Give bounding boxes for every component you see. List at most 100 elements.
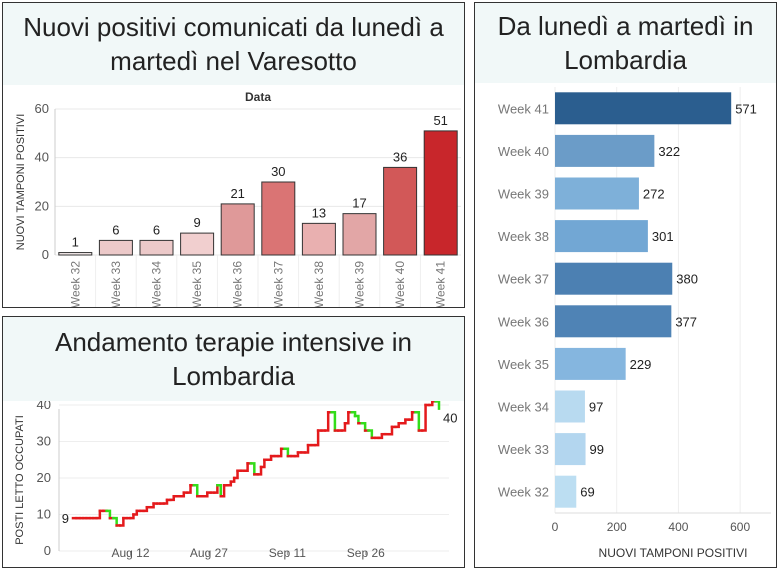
- bar: [220, 203, 255, 256]
- data-label: 17: [352, 196, 366, 211]
- line-segment: [249, 462, 256, 476]
- y-tick-label: Week 40: [498, 144, 549, 159]
- data-label: 229: [630, 357, 652, 372]
- bar: [555, 305, 672, 338]
- y-axis-label: NUOVI TAMPONI POSITIVI: [15, 114, 27, 251]
- bar: [555, 177, 639, 210]
- x-tick-label: Week 41: [434, 261, 448, 307]
- data-label: 301: [652, 229, 674, 244]
- varese-panel: Nuovi positivi comunicati da lunedì a ma…: [2, 2, 465, 308]
- bar: [342, 213, 377, 256]
- line-segment: [313, 429, 320, 447]
- bar: [301, 222, 336, 256]
- x-tick-label: Week 40: [393, 261, 407, 307]
- start-value-label: 9: [62, 511, 69, 526]
- y-tick-label: 0: [42, 247, 49, 262]
- bar: [555, 262, 673, 295]
- x-tick-label: 400: [668, 520, 688, 534]
- line-segment: [340, 422, 347, 432]
- line-segment: [420, 403, 427, 432]
- line-segment: [276, 447, 283, 458]
- data-label: 6: [112, 222, 119, 237]
- bar: [555, 92, 732, 125]
- line-segment: [259, 458, 266, 469]
- end-value-label: 40: [443, 411, 457, 426]
- bar: [555, 433, 586, 466]
- y-tick-label: 0: [44, 543, 51, 558]
- line-segment: [414, 411, 421, 432]
- data-label: 6: [153, 222, 160, 237]
- line-segment: [434, 401, 441, 410]
- y-tick-label: 40: [35, 150, 49, 165]
- line-segment: [303, 443, 310, 454]
- y-tick-label: Week 41: [498, 101, 549, 116]
- y-tick-label: Week 34: [498, 400, 549, 415]
- data-label: 571: [735, 101, 757, 116]
- line-segment: [343, 411, 350, 425]
- y-tick-label: Week 33: [498, 442, 549, 457]
- line-segment: [360, 422, 367, 432]
- x-tick-label: Sep 11: [269, 546, 306, 560]
- line-segment: [407, 411, 414, 421]
- line-segment: [216, 484, 222, 498]
- line-segment: [185, 484, 192, 494]
- data-label: 377: [675, 314, 697, 329]
- line-segment: [112, 516, 118, 527]
- chart-subtitle: Data: [245, 90, 271, 104]
- x-tick-label: Week 37: [271, 261, 285, 307]
- icu-panel-header: Andamento terapie intensive in Lombardia: [3, 317, 464, 401]
- x-tick-label: 0: [552, 520, 559, 534]
- line-segment: [192, 484, 199, 498]
- x-tick-label: Week 39: [353, 261, 367, 307]
- y-tick-label: 30: [37, 434, 51, 449]
- line-segment: [353, 414, 360, 425]
- x-tick-label: Week 33: [109, 261, 123, 307]
- y-tick-label: Week 38: [498, 229, 549, 244]
- x-tick-label: Week 38: [312, 261, 326, 307]
- icu-panel: Andamento terapie intensive in Lombardia…: [2, 316, 465, 568]
- data-label: 13: [312, 205, 326, 220]
- data-label: 380: [676, 272, 698, 287]
- line-segment: [367, 429, 374, 440]
- bar: [383, 166, 418, 256]
- y-tick-label: Week 37: [498, 272, 549, 287]
- lombardia-tests-panel-header: Da lunedì a martedì in Lombardia: [475, 3, 776, 83]
- line-segment: [387, 425, 394, 436]
- x-tick-label: 200: [607, 520, 627, 534]
- x-tick-label: Sep 26: [347, 546, 385, 560]
- y-tick-label: 10: [37, 507, 51, 522]
- data-label: 97: [589, 400, 603, 415]
- line-segment: [95, 509, 102, 520]
- data-label: 272: [643, 187, 665, 202]
- icu-panel-title: Andamento terapie intensive in Lombardia: [54, 327, 412, 391]
- line-segment: [330, 411, 337, 432]
- data-label: 1: [72, 235, 79, 250]
- bar: [261, 181, 296, 256]
- y-tick-label: Week 39: [498, 187, 549, 202]
- y-tick-label: Week 32: [498, 485, 549, 500]
- bar: [555, 220, 648, 253]
- bar: [423, 130, 458, 256]
- y-axis-label: POSTI LETTO OCCUPATI: [14, 415, 26, 545]
- data-label: 30: [271, 164, 285, 179]
- line-segment: [283, 447, 290, 458]
- bar: [555, 390, 585, 423]
- y-tick-label: 60: [35, 101, 49, 116]
- data-label: 99: [590, 442, 604, 457]
- y-tick-label: 20: [37, 470, 51, 485]
- icu-line-chart: 0 10 20 30 40 POSTI LETTO OCCUPATI Aug 12 Aug 2…: [14, 401, 457, 560]
- y-tick-label: 20: [35, 198, 49, 213]
- x-tick-label: 600: [730, 520, 750, 534]
- data-label: 9: [193, 215, 200, 230]
- y-tick-label: Week 35: [498, 357, 549, 372]
- line-segment: [242, 462, 249, 472]
- data-label: 21: [230, 186, 244, 201]
- line-segment: [232, 469, 239, 480]
- x-tick-label: Week 35: [190, 261, 204, 307]
- data-label: 51: [433, 113, 447, 128]
- line-segment: [118, 516, 125, 527]
- x-tick-label: Aug 27: [190, 546, 228, 560]
- bar: [180, 232, 215, 256]
- x-tick-label: Week 32: [68, 261, 82, 307]
- data-label: 36: [393, 149, 407, 164]
